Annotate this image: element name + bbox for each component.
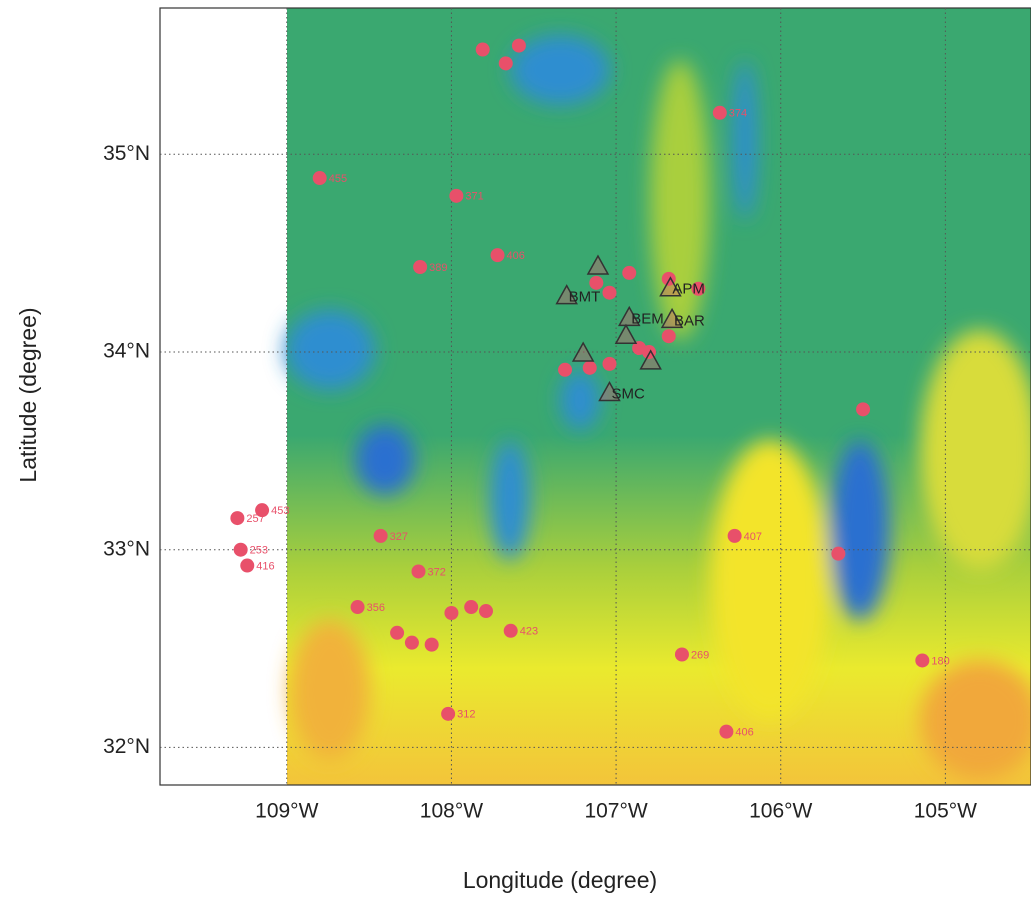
y-tick-label: 33°N [103,537,150,560]
event-point [491,248,505,262]
x-tick-label: 108°W [420,800,483,823]
event-point [444,606,458,620]
point-label: 371 [465,191,483,203]
event-point [234,543,248,557]
y-tick-label: 34°N [103,340,150,363]
event-point [476,43,490,57]
event-point [351,600,365,614]
y-axis-title: Latitude (degree) [15,307,41,482]
point-label: 455 [329,173,347,185]
event-point [390,626,404,640]
event-point [240,559,254,573]
x-axis-title: Longitude (degree) [463,867,657,893]
x-tick-label: 105°W [914,800,977,823]
station-label: BMT [569,289,601,306]
event-point [464,600,478,614]
point-label: 312 [457,709,475,721]
event-point [499,56,513,70]
point-label: 389 [429,262,447,274]
x-tick-label: 107°W [584,800,647,823]
event-point [374,529,388,543]
point-label: 374 [729,108,747,120]
point-label: 180 [931,655,949,667]
x-tick-label: 109°W [255,800,318,823]
event-point [413,260,427,274]
event-point [675,648,689,662]
event-point [662,329,676,343]
page: {"chart_data": {"type": "scatter", "xlab… [0,0,1031,902]
event-point [412,564,426,578]
terrain [285,8,1031,785]
event-point [856,402,870,416]
event-point [313,171,327,185]
event-point [504,624,518,638]
y-tick-label: 32°N [103,735,150,758]
point-label: 453 [271,505,289,517]
point-label: 423 [520,626,538,638]
point-label: 327 [390,531,408,543]
event-point [441,707,455,721]
point-label: 416 [256,560,274,572]
event-point [602,357,616,371]
event-point [230,511,244,525]
event-point [405,636,419,650]
event-point [558,363,572,377]
point-label: 407 [744,531,762,543]
point-label: 406 [735,727,753,739]
point-label: 356 [367,602,385,614]
event-point [512,39,526,53]
point-label: 257 [246,513,264,525]
event-point [915,653,929,667]
event-point [728,529,742,543]
point-label: 253 [250,545,268,557]
event-point [713,106,727,120]
event-point [719,725,733,739]
y-tick-label: 35°N [103,142,150,165]
station-label: APM [672,281,705,298]
event-point [449,189,463,203]
event-point [425,638,439,652]
event-point [622,266,636,280]
station-label: BEM [631,310,664,327]
x-tick-label: 106°W [749,800,812,823]
station-label: SMC [611,386,645,403]
point-label: 372 [428,566,446,578]
point-label: 269 [691,649,709,661]
point-label: 406 [507,250,525,262]
event-point [583,361,597,375]
map-chart: 109°W 108°W 107°W 106°W 105°W 32°N 33°N 34°N 35°… [0,0,1031,902]
event-point [479,604,493,618]
station-label: BAR [674,312,705,329]
event-point [602,286,616,300]
event-point [831,547,845,561]
